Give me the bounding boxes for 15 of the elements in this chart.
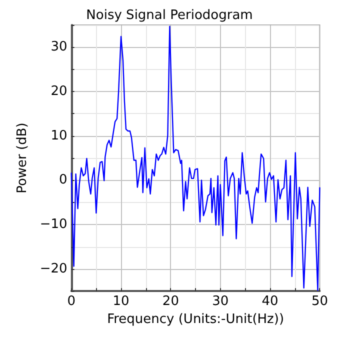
x-tick-label: 40 — [262, 294, 278, 310]
chart-title: Noisy Signal Periodogram — [86, 8, 253, 23]
x-tick-label: 30 — [212, 294, 229, 310]
y-tick-label: −10 — [40, 217, 68, 232]
x-tick-label: 10 — [112, 294, 130, 310]
y-tick-label: 20 — [50, 84, 68, 100]
y-tick-label: 30 — [50, 40, 68, 55]
y-tick-label: 0 — [59, 172, 68, 188]
x-tick-label: 50 — [311, 294, 328, 310]
y-tick-label: 10 — [50, 128, 68, 144]
x-axis-title: Frequency (Units:-Unit(Hz)) — [107, 312, 284, 327]
y-tick-label: −20 — [40, 261, 68, 276]
y-axis-title: Power (dB) — [15, 122, 30, 194]
x-tick-label: 20 — [162, 294, 179, 310]
line-series — [70, 26, 320, 291]
